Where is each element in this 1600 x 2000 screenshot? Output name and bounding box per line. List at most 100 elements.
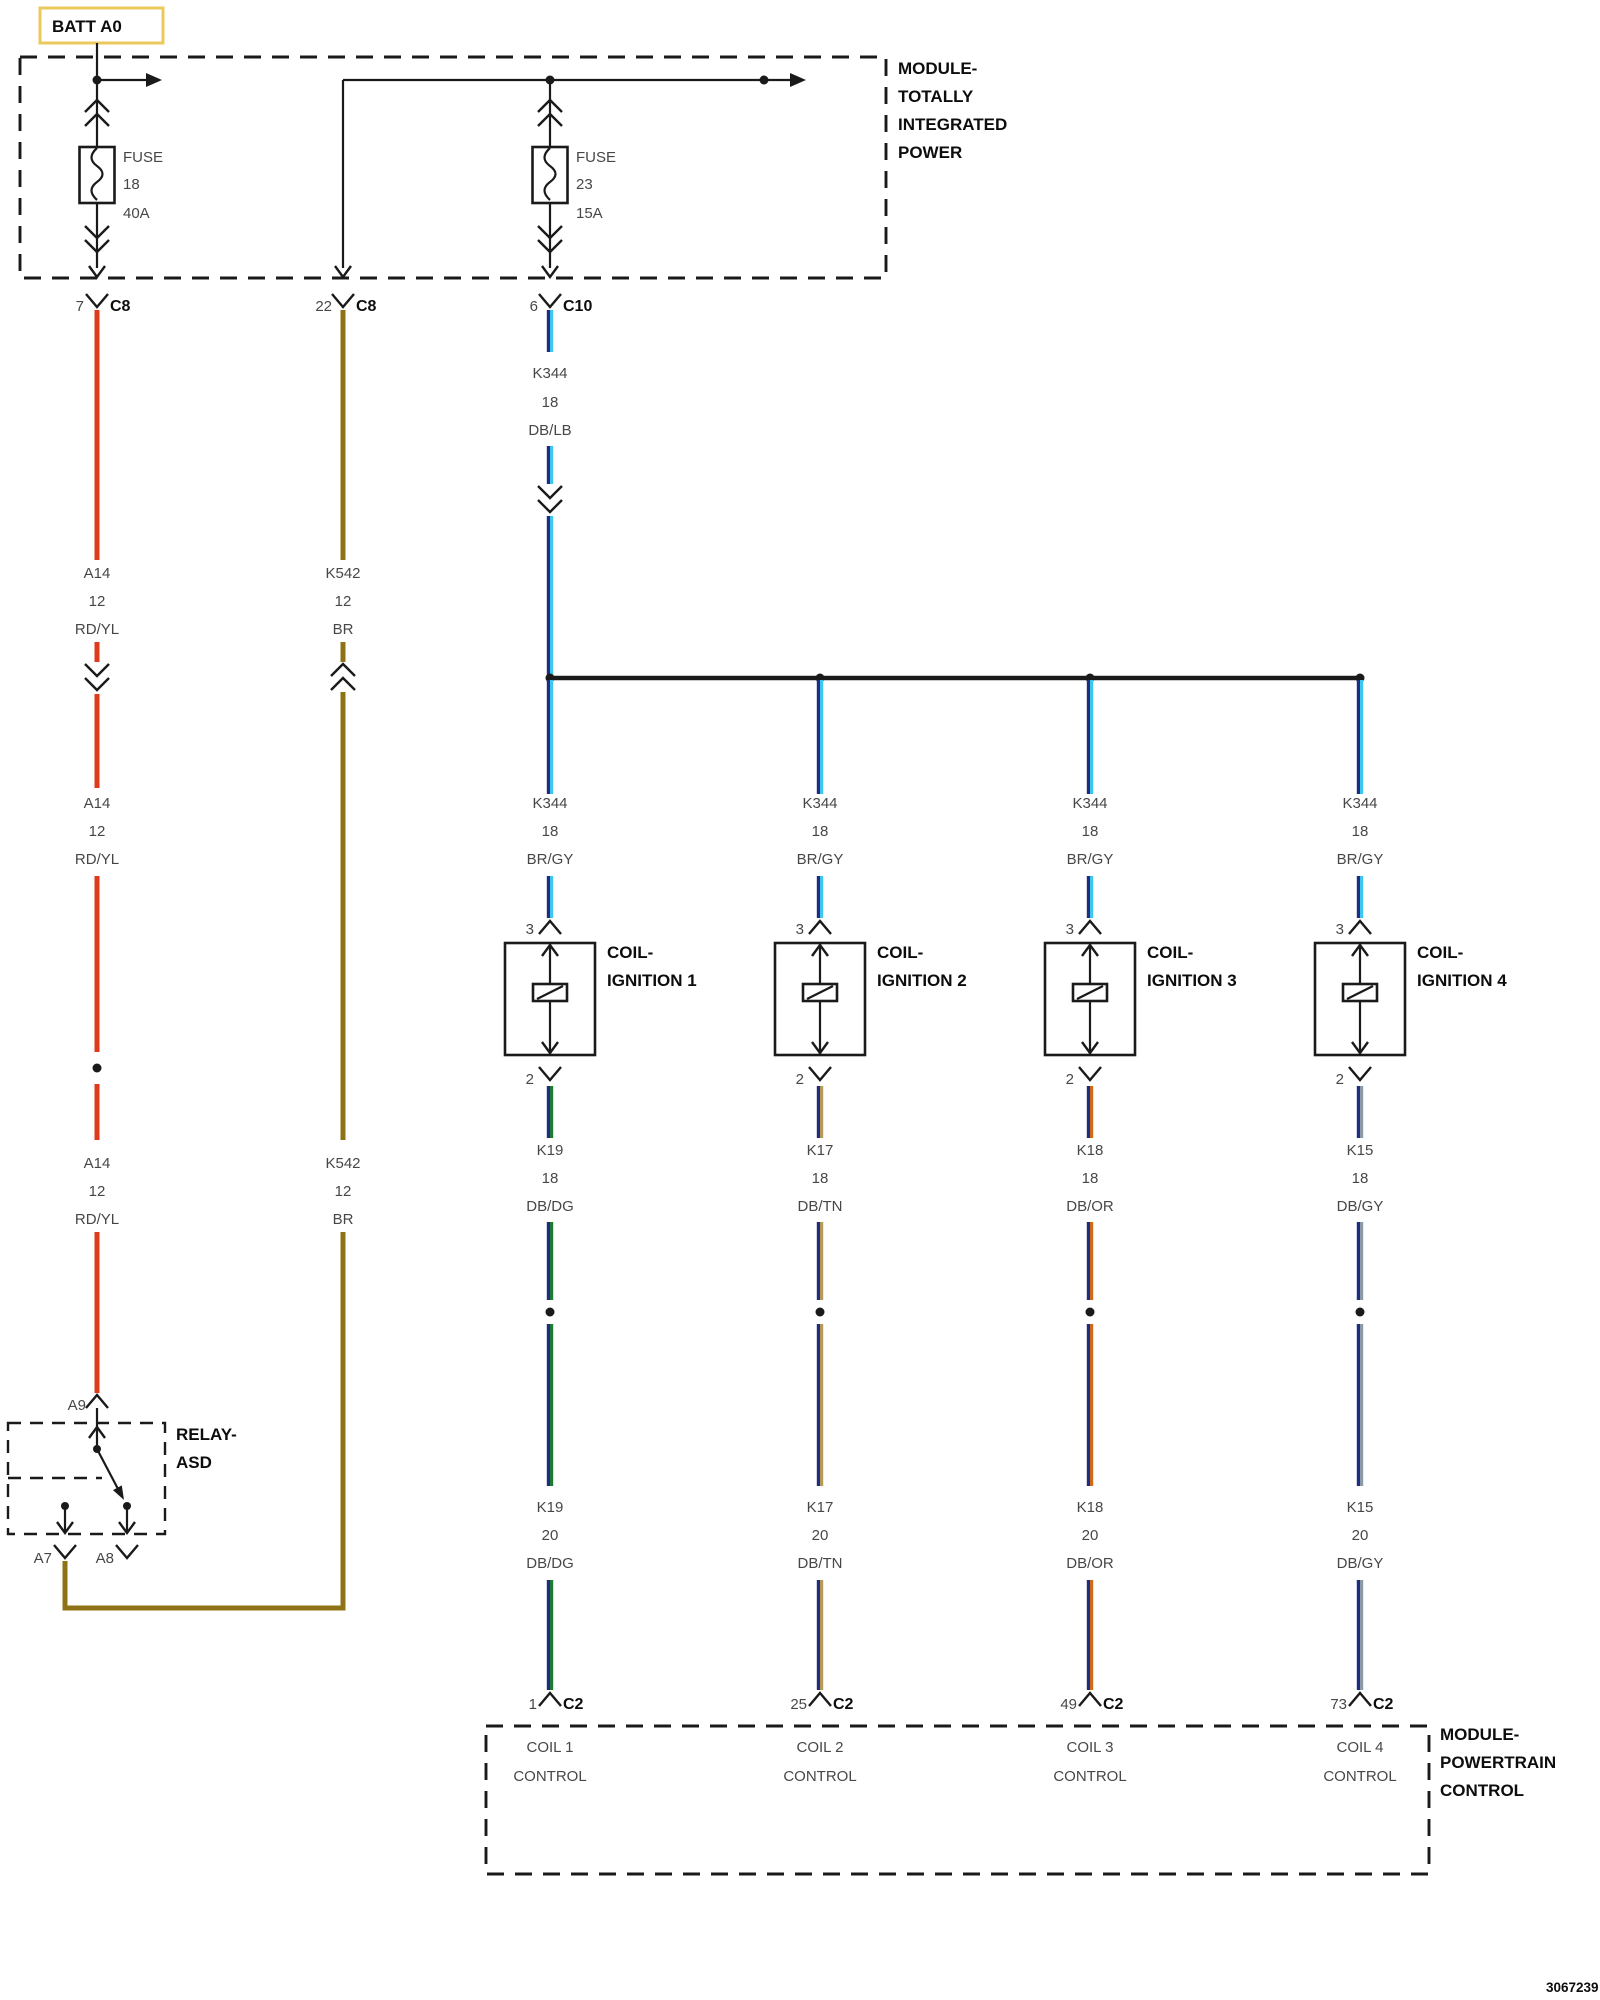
relay-pin-a8-label: A8 xyxy=(96,1550,114,1567)
wire-gauge: 18 xyxy=(542,1170,559,1187)
wire-color: DB/LB xyxy=(528,422,571,439)
pcm-label-line1: MODULE- xyxy=(1440,1725,1519,1744)
coil-ignition-2: COIL- IGNITION 2 xyxy=(773,941,967,1057)
coil-pin-top-chevron xyxy=(1347,919,1373,936)
relay-pin-a7-chevron xyxy=(52,1543,78,1560)
wire-color: DB/TN xyxy=(798,1198,843,1215)
tipm-label-line1: MODULE- xyxy=(898,59,977,78)
wire-color: BR/GY xyxy=(1337,851,1384,868)
wire-gauge: 18 xyxy=(542,394,559,411)
connector-name: C8 xyxy=(110,298,131,315)
pcm-channel-label2: CONTROL xyxy=(1053,1768,1126,1785)
pcm-channel-label2: CONTROL xyxy=(1323,1768,1396,1785)
pcm-pin-chevron xyxy=(1077,1691,1103,1708)
pcm-channel-label1: COIL 1 xyxy=(527,1739,574,1756)
coil-pin-bottom-chevron xyxy=(1347,1065,1373,1082)
wire-circuit: A14 xyxy=(84,565,111,582)
coil-pin-bottom: 2 xyxy=(526,1071,534,1088)
wire-color: BR xyxy=(333,1211,354,1228)
coil-pin-top: 3 xyxy=(1336,921,1344,938)
splice-dot xyxy=(545,1307,555,1317)
wire-circuit: K15 xyxy=(1347,1499,1374,1516)
wire-color: BR/GY xyxy=(527,851,574,868)
wire-gauge: 18 xyxy=(542,823,559,840)
diagram-number: 3067239 xyxy=(1546,1980,1599,1995)
coil-label-line2: IGNITION 2 xyxy=(877,971,967,990)
pcm-pin-chevron xyxy=(1347,1691,1373,1708)
pcm-pin-chevron xyxy=(537,1691,563,1708)
module-pcm: COIL 1 CONTROL COIL 2 CONTROL COIL 3 CON… xyxy=(484,1724,1556,1876)
wire-gauge: 12 xyxy=(89,1183,106,1200)
relay-dashed-outline xyxy=(6,1421,167,1536)
coil-pin-top-chevron xyxy=(537,919,563,936)
coil-pin-top: 3 xyxy=(796,921,804,938)
splice-dot xyxy=(815,1307,825,1317)
tipm-dashed-outline xyxy=(18,55,888,280)
wire-circuit: K17 xyxy=(807,1499,834,1516)
battery-label: BATT A0 xyxy=(52,17,122,36)
pcm-pin: 25 xyxy=(790,1696,807,1713)
coil-label-line2: IGNITION 1 xyxy=(607,971,697,990)
coil-branch-2: K344 18 BR/GY 3 COIL- IGNITION 2 2 K17 1… xyxy=(773,680,967,1713)
coil-branch-3: K344 18 BR/GY 3 COIL- IGNITION 3 2 K18 1… xyxy=(1043,680,1237,1713)
pcm-label-line3: CONTROL xyxy=(1440,1781,1524,1800)
coil-pin-bottom-chevron xyxy=(807,1065,833,1082)
wire-gauge: 12 xyxy=(335,593,352,610)
wire-circuit: K19 xyxy=(537,1499,564,1516)
connector-c10-pin6: 6 C10 xyxy=(530,292,592,315)
wire-circuit: K344 xyxy=(532,795,567,812)
wire-color: RD/YL xyxy=(75,1211,119,1228)
fuse-23-element xyxy=(543,147,557,201)
coil-label-line2: IGNITION 4 xyxy=(1417,971,1507,990)
pcm-channel-label2: CONTROL xyxy=(783,1768,856,1785)
pcm-channel-label2: CONTROL xyxy=(513,1768,586,1785)
coil-pin-bottom-chevron xyxy=(537,1065,563,1082)
wire-circuit: A14 xyxy=(84,1155,111,1172)
coil-label-line1: COIL- xyxy=(607,943,653,962)
relay-asd: A9 RELAY- ASD A7 A8 xyxy=(6,1393,237,1567)
relay-armature xyxy=(96,1448,119,1489)
wire-color: DB/OR xyxy=(1066,1198,1114,1215)
wire-gauge: 12 xyxy=(89,823,106,840)
fuse-23-rating: 15A xyxy=(576,205,603,222)
coil-pin-top-chevron xyxy=(807,919,833,936)
coil-ignition-3: COIL- IGNITION 3 xyxy=(1043,941,1237,1057)
relay-armature-arrowhead xyxy=(113,1485,124,1500)
wire-gauge: 12 xyxy=(89,593,106,610)
wire-gauge: 18 xyxy=(1082,823,1099,840)
pcm-pin-chevron xyxy=(807,1691,833,1708)
wire-gauge: 18 xyxy=(1352,1170,1369,1187)
wire-gauge: 18 xyxy=(1352,823,1369,840)
coil-element-slash xyxy=(1346,985,1374,1000)
pcm-connector-name: C2 xyxy=(1103,1696,1124,1713)
wire-circuit: A14 xyxy=(84,795,111,812)
wire-color: DB/GY xyxy=(1337,1555,1384,1572)
pcm-dashed-outline xyxy=(484,1724,1431,1876)
connector-pin: 6 xyxy=(530,298,538,315)
wire-color: RD/YL xyxy=(75,621,119,638)
fuse-23-number: 23 xyxy=(576,176,593,193)
feed-arrowhead-right xyxy=(790,73,806,87)
pcm-connector-name: C2 xyxy=(563,1696,584,1713)
coil-pin-top: 3 xyxy=(1066,921,1074,938)
coil-branch-4: K344 18 BR/GY 3 COIL- IGNITION 4 2 K15 1… xyxy=(1313,680,1507,1713)
wire-k542-br: K542 12 BR K542 12 BR xyxy=(62,310,361,1611)
pcm-pin: 49 xyxy=(1060,1696,1077,1713)
wire-gauge: 20 xyxy=(542,1527,559,1544)
wire-gauge: 18 xyxy=(812,823,829,840)
wire-circuit: K18 xyxy=(1077,1499,1104,1516)
pcm-label-line2: POWERTRAIN xyxy=(1440,1753,1556,1772)
module-tipm: MODULE- TOTALLY INTEGRATED POWER xyxy=(18,55,1007,280)
coil-element-slash xyxy=(536,985,564,1000)
pcm-channel-label1: COIL 2 xyxy=(797,1739,844,1756)
wire-circuit: K344 xyxy=(1342,795,1377,812)
wire-segment-return-to-relay xyxy=(62,1232,346,1611)
fuse-18-name: FUSE xyxy=(123,149,163,166)
coil-pin-bottom: 2 xyxy=(1336,1071,1344,1088)
wire-circuit: K344 xyxy=(802,795,837,812)
connector-chevron xyxy=(330,292,356,309)
coil-pin-bottom: 2 xyxy=(796,1071,804,1088)
fuse-18: FUSE 18 40A xyxy=(78,145,163,222)
tipm-internal-wiring: FUSE 18 40A FUSE 23 15A xyxy=(78,43,806,279)
wire-color: DB/DG xyxy=(526,1555,574,1572)
